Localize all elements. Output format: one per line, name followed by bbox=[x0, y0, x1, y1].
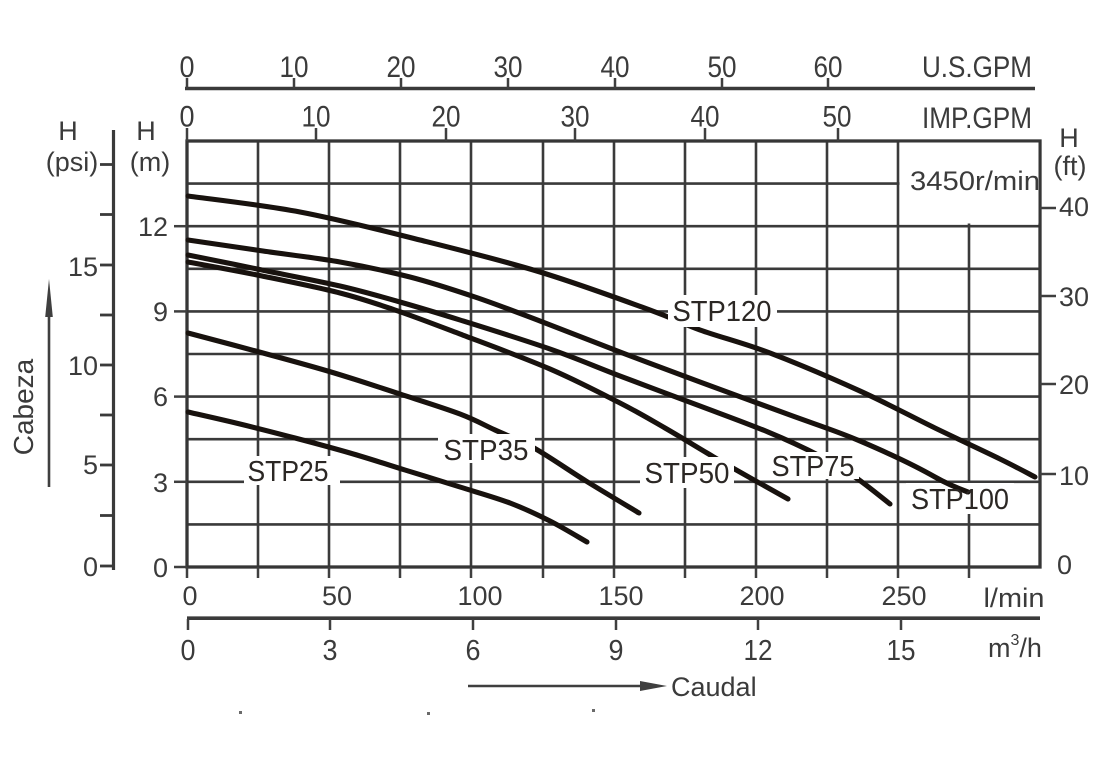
svg-text:l/min: l/min bbox=[984, 583, 1045, 613]
svg-text:20: 20 bbox=[432, 101, 461, 134]
svg-text:H: H bbox=[1059, 123, 1079, 153]
svg-text:0: 0 bbox=[182, 581, 197, 611]
svg-text:20: 20 bbox=[387, 51, 416, 84]
svg-text:Cabeza: Cabeza bbox=[8, 358, 39, 455]
svg-text:40: 40 bbox=[691, 101, 720, 134]
svg-text:H: H bbox=[58, 116, 78, 146]
svg-text:30: 30 bbox=[1059, 282, 1089, 312]
svg-text:250: 250 bbox=[881, 581, 926, 611]
svg-text:6: 6 bbox=[153, 382, 168, 412]
svg-text:STP35: STP35 bbox=[444, 435, 529, 467]
svg-text:3: 3 bbox=[323, 635, 338, 667]
svg-text:0: 0 bbox=[180, 101, 195, 134]
svg-text:5: 5 bbox=[83, 450, 98, 480]
svg-text:U.S.GPM: U.S.GPM bbox=[922, 51, 1032, 84]
svg-text:Caudal: Caudal bbox=[671, 672, 757, 702]
svg-text:200: 200 bbox=[739, 581, 784, 611]
svg-text:STP75: STP75 bbox=[772, 451, 855, 483]
svg-text:STP25: STP25 bbox=[248, 456, 329, 488]
svg-text:10: 10 bbox=[1059, 461, 1089, 491]
svg-text:STP120: STP120 bbox=[673, 296, 772, 328]
svg-text:(ft): (ft) bbox=[1054, 151, 1087, 181]
svg-text:9: 9 bbox=[609, 635, 624, 667]
svg-text:(m): (m) bbox=[130, 147, 170, 177]
svg-text:0: 0 bbox=[153, 553, 168, 583]
svg-text:0: 0 bbox=[83, 552, 98, 582]
svg-text:3450r/min: 3450r/min bbox=[910, 166, 1040, 196]
svg-text:10: 10 bbox=[302, 101, 331, 134]
svg-text:60: 60 bbox=[814, 51, 843, 84]
svg-text:0: 0 bbox=[1057, 550, 1072, 580]
svg-text:50: 50 bbox=[322, 581, 352, 611]
svg-text:0: 0 bbox=[181, 635, 196, 667]
svg-text:50: 50 bbox=[823, 101, 852, 134]
svg-text:30: 30 bbox=[561, 101, 590, 134]
svg-text:50: 50 bbox=[708, 51, 737, 84]
svg-text:(psi): (psi) bbox=[46, 147, 99, 177]
svg-text:12: 12 bbox=[138, 212, 168, 242]
svg-text:10: 10 bbox=[68, 351, 98, 381]
svg-text:12: 12 bbox=[744, 635, 773, 667]
svg-text:9: 9 bbox=[153, 297, 168, 327]
svg-text:10: 10 bbox=[280, 51, 309, 84]
svg-text:STP100: STP100 bbox=[911, 484, 1009, 516]
svg-text:6: 6 bbox=[466, 635, 481, 667]
svg-text:20: 20 bbox=[1059, 370, 1089, 400]
svg-text:40: 40 bbox=[601, 51, 630, 84]
svg-text:3: 3 bbox=[153, 468, 168, 498]
svg-text:IMP.GPM: IMP.GPM bbox=[922, 102, 1032, 135]
svg-text:150: 150 bbox=[598, 581, 643, 611]
svg-text:40: 40 bbox=[1059, 192, 1089, 222]
svg-text:15: 15 bbox=[887, 635, 916, 667]
svg-text:0: 0 bbox=[180, 51, 195, 84]
svg-text:15: 15 bbox=[68, 252, 98, 282]
svg-text:H: H bbox=[136, 116, 156, 146]
svg-text:100: 100 bbox=[457, 581, 502, 611]
svg-text:30: 30 bbox=[494, 51, 523, 84]
svg-text:STP50: STP50 bbox=[645, 458, 730, 490]
